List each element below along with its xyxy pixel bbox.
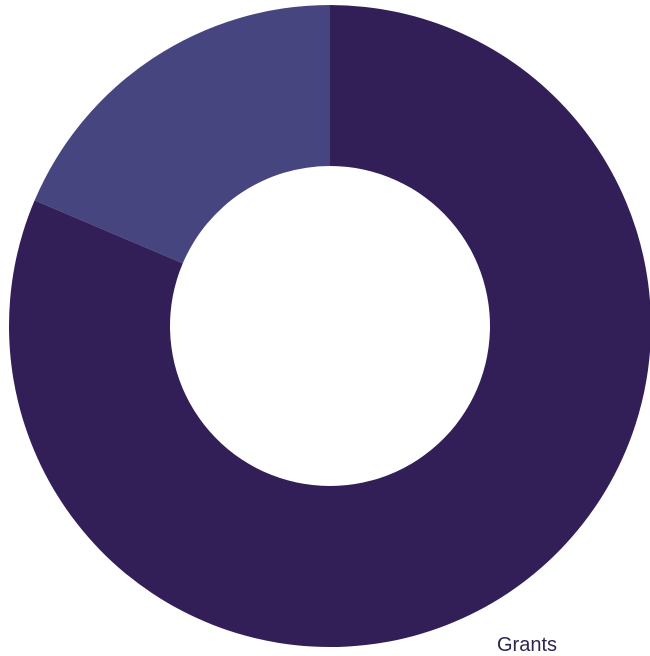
labels-layer: Grants [497,634,557,656]
slice-label-grants: Grants [497,634,557,651]
slice-segment-2 [34,5,330,264]
slice-grants [9,5,650,647]
slices-layer [9,5,650,647]
